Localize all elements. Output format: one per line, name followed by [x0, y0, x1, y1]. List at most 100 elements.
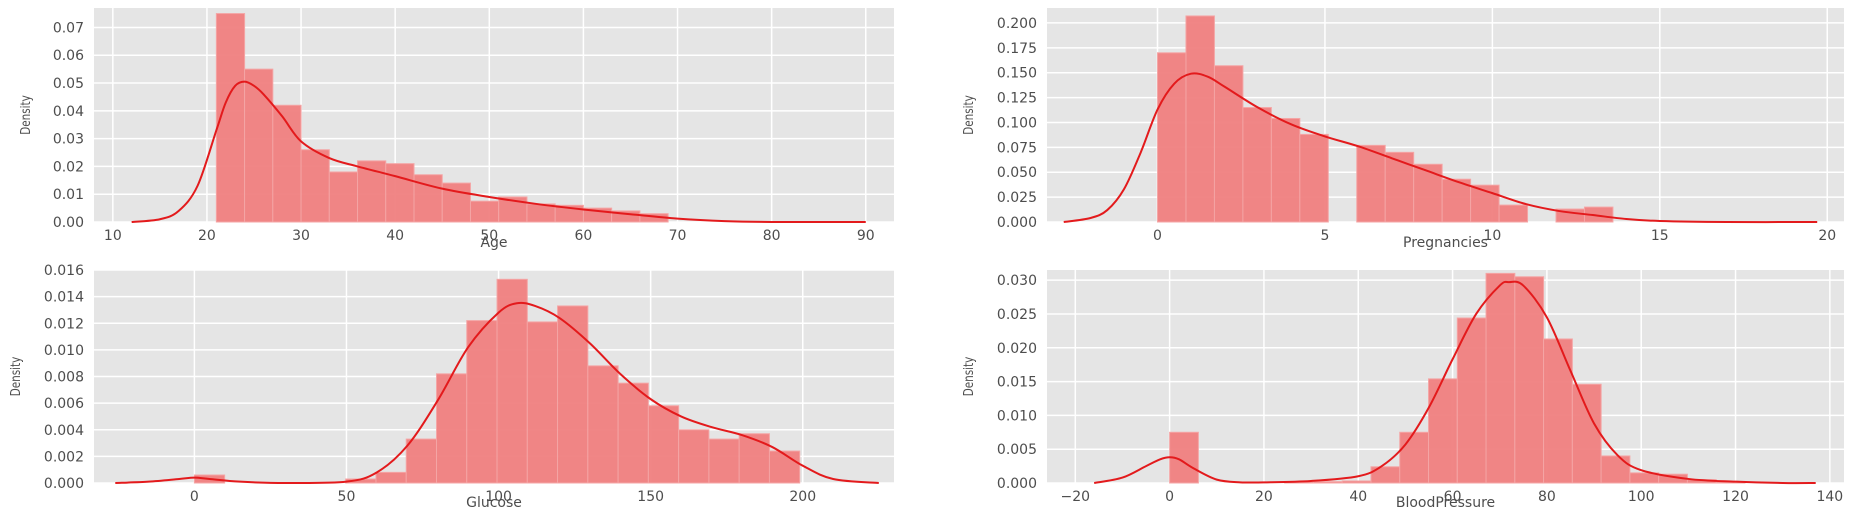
- x-tick-label: 80: [1538, 489, 1556, 505]
- y-tick-label: 0.100: [997, 115, 1037, 131]
- x-tick-label: 0: [1165, 489, 1174, 505]
- y-tick-label: 0.175: [997, 41, 1037, 57]
- plot-area: [94, 8, 894, 222]
- histogram-bar: [738, 433, 770, 484]
- y-tick-label: 0.125: [997, 91, 1037, 107]
- y-axis-label: Density: [8, 357, 23, 397]
- y-tick-label: 0.07: [53, 20, 84, 36]
- y-tick-label: 0.012: [44, 316, 84, 332]
- histogram-bar: [1213, 65, 1244, 223]
- histogram-bar: [1356, 144, 1386, 223]
- y-tick-label: 0.004: [44, 423, 84, 439]
- y-tick-label: 0.014: [44, 290, 84, 306]
- histogram-bar: [1600, 455, 1631, 484]
- y-tick-label: 0.01: [53, 187, 84, 203]
- x-tick-label: 40: [1349, 489, 1367, 505]
- histogram-bar: [244, 68, 274, 223]
- x-tick-label: 30: [292, 228, 310, 244]
- y-tick-label: 0.008: [44, 370, 84, 386]
- x-tick-label: 70: [669, 228, 687, 244]
- histogram-bar: [1498, 204, 1529, 223]
- histogram-bar: [1185, 15, 1215, 223]
- y-axis-label: Density: [18, 95, 33, 135]
- histogram-bar: [768, 450, 801, 484]
- y-tick-label: 0.02: [53, 159, 84, 175]
- x-tick-label: 150: [637, 489, 664, 505]
- chart-bloodpressure: −20 0 20 40 60 80 100 120 140 0.000 0.005 0.010 0.01…: [927, 262, 1854, 522]
- x-tick-label: 10: [104, 228, 122, 244]
- histogram-bar: [647, 405, 680, 484]
- x-tick-label: 20: [198, 228, 216, 244]
- chart-age: 10 20 30 40 50 60 70 80 90 0.00 0.01 0.02 0.03 0.04 0.…: [0, 0, 900, 262]
- x-tick-label: −20: [1061, 489, 1091, 505]
- histogram-bar: [1157, 52, 1187, 223]
- x-tick-label: 120: [1722, 489, 1749, 505]
- kde-curve: [1093, 280, 1816, 485]
- kde-curve: [115, 301, 879, 485]
- x-tick-label: 80: [763, 228, 781, 244]
- y-tick-label: 0.000: [997, 476, 1037, 492]
- y-tick-label: 0.006: [44, 396, 84, 412]
- histogram-bar: [1242, 107, 1272, 223]
- histogram-bar: [466, 320, 498, 484]
- x-tick-label: 5: [1320, 228, 1329, 244]
- histogram-bar: [708, 438, 740, 484]
- histogram-bar: [1543, 338, 1573, 484]
- histogram-bar: [1312, 481, 1343, 484]
- y-tick-label: 0.03: [53, 132, 84, 148]
- histogram-bar: [526, 321, 559, 484]
- histogram-bar: [1341, 480, 1372, 484]
- x-axis-label: Age: [480, 235, 507, 251]
- chart-glucose: 0 50 100 150 200 0.000 0.002 0.004 0.006 0.008 0.0…: [0, 262, 900, 522]
- y-tick-label: 0.016: [44, 263, 84, 279]
- histogram-bar: [436, 373, 468, 484]
- y-tick-label: 0.005: [997, 442, 1037, 458]
- x-tick-label: 100: [485, 489, 512, 505]
- y-tick-label: 0.075: [997, 140, 1037, 156]
- x-tick-label: 0: [1153, 228, 1162, 244]
- y-tick-label: 0.025: [997, 190, 1037, 206]
- x-tick-label: 20: [1818, 228, 1836, 244]
- x-tick-label: 50: [338, 489, 356, 505]
- y-tick-label: 0.030: [997, 273, 1037, 289]
- x-tick-label: 40: [386, 228, 404, 244]
- y-tick-label: 0.010: [44, 343, 84, 359]
- x-tick-label: 60: [574, 228, 592, 244]
- x-tick-label: 10: [1483, 228, 1501, 244]
- x-tick-label: 15: [1651, 228, 1669, 244]
- histogram-bar: [1299, 133, 1329, 223]
- histogram-bar: [496, 278, 528, 484]
- chart-pregnancies: 0 5 10 15 20 0.000 0.025 0.050 0.075 0.100 0.125 0.…: [927, 0, 1854, 262]
- x-axis-label: Glucose: [466, 495, 522, 511]
- histogram-bar: [385, 163, 415, 223]
- y-tick-label: 0.200: [997, 16, 1037, 32]
- x-tick-label: 140: [1816, 489, 1843, 505]
- x-axis-label: BloodPressure: [1396, 495, 1495, 511]
- y-tick-label: 0.06: [53, 48, 84, 64]
- y-tick-label: 0.025: [997, 307, 1037, 323]
- histogram-bar: [1270, 117, 1301, 223]
- histogram-bar: [405, 438, 438, 484]
- bloodpressure-histogram: −20 0 20 40 60 80 100 120 140 0.000 0.005 0.010 0.01…: [961, 270, 1844, 511]
- histogram-bar: [328, 171, 359, 223]
- histogram-bar: [557, 305, 589, 484]
- y-tick-label: 0.150: [997, 66, 1037, 82]
- histogram-bar: [1571, 383, 1602, 484]
- kde-curve: [1063, 72, 1818, 224]
- y-tick-label: 0.00: [53, 215, 84, 231]
- x-tick-label: 100: [1628, 489, 1655, 505]
- histogram-bar: [1441, 178, 1472, 223]
- glucose-histogram: 0 50 100 150 200 0.000 0.002 0.004 0.006 0.008 0.0…: [8, 263, 894, 511]
- y-tick-label: 0.04: [53, 104, 84, 120]
- x-tick-label: 90: [857, 228, 875, 244]
- x-tick-label: 0: [190, 489, 199, 505]
- x-axis-label: Pregnancies: [1403, 235, 1488, 251]
- y-tick-label: 0.002: [44, 449, 84, 465]
- y-tick-label: 0.05: [53, 76, 84, 92]
- histogram-bar: [1399, 431, 1430, 484]
- histogram-bar: [1485, 272, 1516, 484]
- histogram-bar: [375, 471, 407, 484]
- y-tick-label: 0.020: [997, 341, 1037, 357]
- y-axis-label: Density: [961, 95, 976, 135]
- histogram-bar: [587, 365, 619, 484]
